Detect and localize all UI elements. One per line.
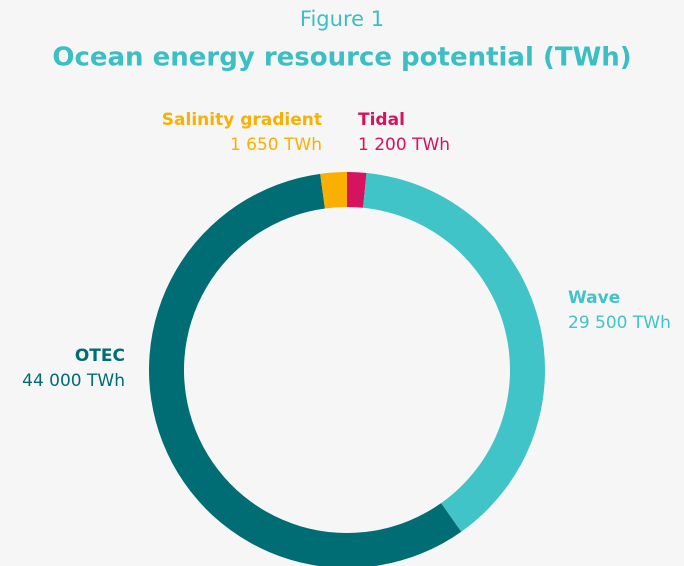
slice-value: 29 500 TWh xyxy=(568,313,671,333)
chart-title: Ocean energy resource potential (TWh) xyxy=(52,43,631,73)
slice-value: 1 650 TWh xyxy=(230,135,322,155)
slice-name: OTEC xyxy=(75,346,125,366)
donut-slice xyxy=(363,172,546,532)
slice-name: Salinity gradient xyxy=(162,110,322,130)
slice-name: Tidal xyxy=(358,110,405,130)
donut-slice xyxy=(347,172,367,208)
slice-name: Wave xyxy=(568,288,620,308)
chart-subtitle: Figure 1 xyxy=(300,7,384,31)
donut-slice xyxy=(320,172,347,209)
slice-value: 44 000 TWh xyxy=(22,371,125,391)
slice-value: 1 200 TWh xyxy=(358,135,450,155)
donut-slice xyxy=(149,173,462,566)
